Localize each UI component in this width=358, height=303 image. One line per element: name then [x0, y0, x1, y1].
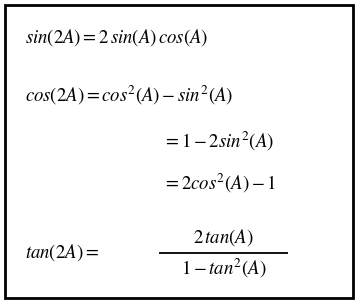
Text: $= 2\mathit{cos}^2(A) - 1$: $= 2\mathit{cos}^2(A) - 1$ [163, 172, 276, 195]
Text: $2\, \mathit{tan}(A)$: $2\, \mathit{tan}(A)$ [193, 227, 254, 248]
Text: $\mathit{sin}(2A) = 2\, \mathit{sin}(A)\, \mathit{cos}(A)$: $\mathit{sin}(2A) = 2\, \mathit{sin}(A)\… [25, 27, 208, 48]
Text: $1 - \mathit{tan}^2(A)$: $1 - \mathit{tan}^2(A)$ [181, 257, 266, 280]
Text: $= 1 - 2\mathit{sin}^2(A)$: $= 1 - 2\mathit{sin}^2(A)$ [163, 129, 274, 152]
Text: $\mathit{cos}(2A) = \mathit{cos}^2(A) - \mathit{sin}^2(A)$: $\mathit{cos}(2A) = \mathit{cos}^2(A) - … [25, 84, 233, 107]
FancyBboxPatch shape [5, 5, 353, 298]
Text: $\mathit{tan}(2A) =$: $\mathit{tan}(2A) =$ [25, 242, 99, 264]
